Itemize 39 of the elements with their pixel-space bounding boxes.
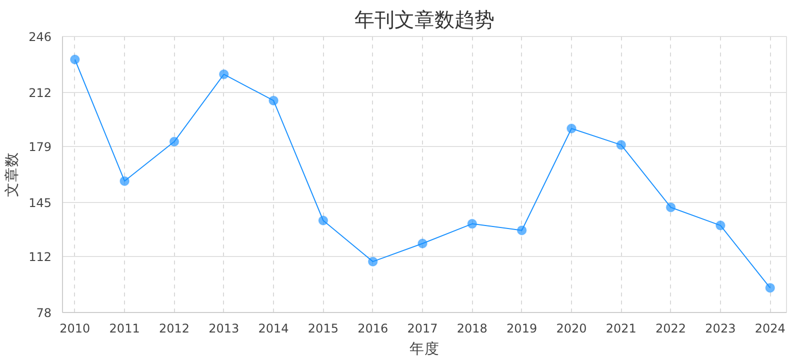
x-tick-label: 2017 bbox=[407, 322, 438, 336]
x-tick-label: 2014 bbox=[258, 322, 289, 336]
x-tick-label: 2010 bbox=[60, 322, 90, 336]
point bbox=[120, 176, 130, 186]
chart-title: 年刊文章数趋势 bbox=[354, 8, 494, 32]
x-tick-label: 2019 bbox=[506, 322, 538, 336]
point bbox=[516, 225, 527, 236]
y-tick-label: 179 bbox=[28, 140, 52, 154]
point bbox=[467, 218, 478, 229]
point bbox=[318, 216, 328, 226]
point bbox=[169, 136, 180, 147]
point bbox=[268, 96, 279, 106]
x-tick-label: 2013 bbox=[208, 322, 240, 336]
x-tick-label: 2016 bbox=[358, 322, 388, 336]
point bbox=[666, 202, 676, 212]
y-tick-label: 145 bbox=[28, 196, 52, 210]
y-tick-label: 78 bbox=[36, 306, 52, 320]
point bbox=[368, 256, 378, 267]
y-tick-label: 246 bbox=[28, 30, 52, 44]
point bbox=[765, 282, 776, 293]
x-tick-label: 2020 bbox=[556, 322, 587, 336]
point bbox=[418, 238, 428, 248]
point bbox=[616, 140, 626, 150]
point bbox=[566, 124, 576, 134]
y-axis-title: 文章数 bbox=[4, 152, 21, 197]
x-axis-title: 年度 bbox=[410, 340, 440, 358]
point bbox=[70, 54, 80, 64]
x-tick-label: 2018 bbox=[456, 322, 488, 336]
x-tick-label: 2011 bbox=[109, 322, 140, 336]
x-tick-label: 2012 bbox=[158, 322, 190, 336]
point bbox=[218, 69, 229, 80]
x-tick-label: 2015 bbox=[308, 322, 338, 336]
x-tick-label: 2022 bbox=[656, 322, 686, 336]
y-tick-label: 112 bbox=[28, 250, 52, 264]
x-tick-label: 2021 bbox=[606, 322, 636, 336]
point bbox=[715, 220, 726, 230]
x-tick-label: 2023 bbox=[705, 322, 736, 336]
y-tick-label: 212 bbox=[28, 86, 52, 100]
x-tick-label: 2024 bbox=[754, 322, 786, 336]
